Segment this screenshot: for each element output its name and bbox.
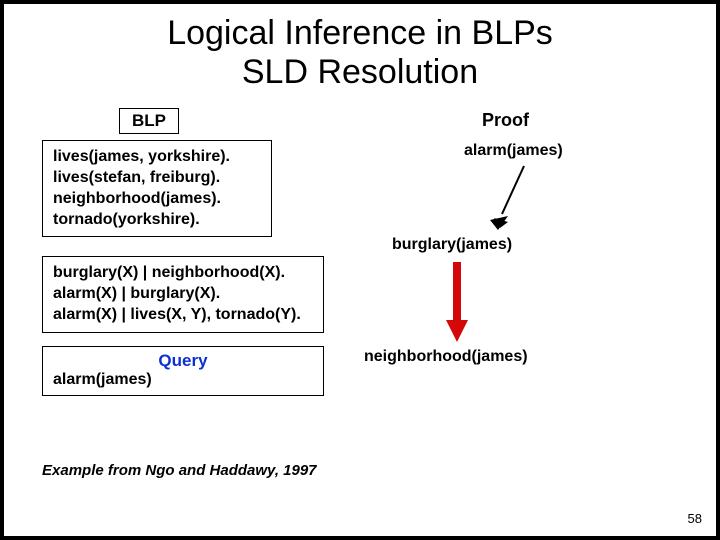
fact-line: lives(james, yorkshire).	[53, 147, 261, 168]
query-box: Query alarm(james)	[42, 346, 324, 396]
rule-line: burglary(X) | neighborhood(X).	[53, 263, 313, 284]
proof-node-burglary: burglary(james)	[392, 236, 512, 254]
slide-number: 58	[688, 511, 702, 526]
proof-arrow-1	[490, 164, 532, 230]
blp-facts-box: lives(james, yorkshire). lives(stefan, f…	[42, 140, 272, 237]
proof-arrow-2	[444, 260, 470, 342]
content-area: BLP lives(james, yorkshire). lives(stefa…	[4, 100, 716, 532]
proof-header: Proof	[482, 110, 529, 131]
proof-node-neighborhood: neighborhood(james)	[364, 348, 528, 366]
fact-line: tornado(yorkshire).	[53, 210, 261, 231]
title-line-2: SLD Resolution	[4, 53, 716, 92]
proof-node-alarm: alarm(james)	[464, 142, 563, 160]
fact-line: neighborhood(james).	[53, 189, 261, 210]
title-line-1: Logical Inference in BLPs	[4, 14, 716, 53]
blp-rules-box: burglary(X) | neighborhood(X). alarm(X) …	[42, 256, 324, 332]
query-body: alarm(james)	[53, 371, 313, 389]
rule-line: alarm(X) | burglary(X).	[53, 284, 313, 305]
fact-line: lives(stefan, freiburg).	[53, 168, 261, 189]
blp-header-box: BLP	[119, 108, 179, 134]
rule-line: alarm(X) | lives(X, Y), tornado(Y).	[53, 305, 313, 326]
example-citation: Example from Ngo and Haddawy, 1997	[42, 462, 317, 479]
slide-title: Logical Inference in BLPs SLD Resolution	[4, 4, 716, 100]
query-header: Query	[53, 351, 313, 371]
